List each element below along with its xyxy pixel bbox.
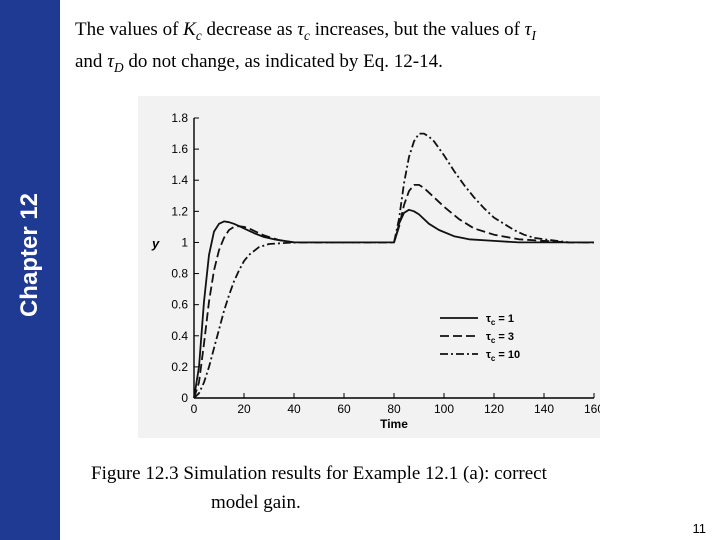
y-tick-label: 0.8 [171, 267, 188, 281]
x-tick-label: 140 [534, 402, 554, 416]
legend-label-1: τc = 1 [486, 313, 514, 327]
slide-text-line-1: The values of Kc decrease as τc increase… [75, 19, 536, 43]
legend-label-3: τc = 10 [486, 349, 520, 363]
chart-ticks: 0 20 40 60 80 100 120 140 160 0 0.2 0.4 0.6 0.8 1 1.2 1.… [171, 111, 600, 416]
y-tick-label: 0.4 [171, 329, 188, 343]
y-tick-label: 1.2 [171, 204, 188, 218]
x-tick-label: 0 [191, 402, 198, 416]
x-tick-label: 20 [237, 402, 251, 416]
y-tick-label: 0 [181, 391, 188, 405]
y-axis-label: y [151, 236, 160, 251]
y-tick-label: 0.2 [171, 360, 188, 374]
figure-caption-line-2: model gain. [211, 492, 301, 513]
chart-series [193, 132, 594, 399]
legend-label-2: τc = 3 [486, 331, 514, 345]
chart-legend: τc = 1 τc = 3 τc = 10 [440, 313, 520, 363]
series-line-2 [193, 184, 594, 399]
x-tick-label: 100 [434, 402, 454, 416]
x-tick-label: 40 [287, 402, 301, 416]
figure-caption-line-1: Figure 12.3 Simulation results for Examp… [91, 463, 547, 484]
x-tick-label: 60 [337, 402, 351, 416]
chapter-label: Chapter 12 [16, 192, 43, 318]
series-line-3 [193, 132, 594, 399]
page-number: 11 [692, 521, 707, 536]
y-tick-label: 1 [181, 235, 188, 249]
y-tick-label: 1.4 [171, 173, 188, 187]
x-tick-label: 80 [387, 402, 401, 416]
y-tick-label: 1.6 [171, 142, 188, 156]
y-tick-label: 0.6 [171, 298, 188, 312]
y-tick-label: 1.8 [171, 111, 188, 125]
chapter-sidebar: Chapter 12 [0, 0, 60, 540]
x-tick-label: 160 [584, 402, 600, 416]
response-chart: 0 20 40 60 80 100 120 140 160 0 0.2 0.4 0.6 0.8 1 1.2 1.… [138, 96, 600, 438]
x-axis-label: Time [380, 417, 408, 431]
slide-text-line-2: and τD do not change, as indicated by Eq… [75, 51, 443, 75]
x-tick-label: 120 [484, 402, 504, 416]
